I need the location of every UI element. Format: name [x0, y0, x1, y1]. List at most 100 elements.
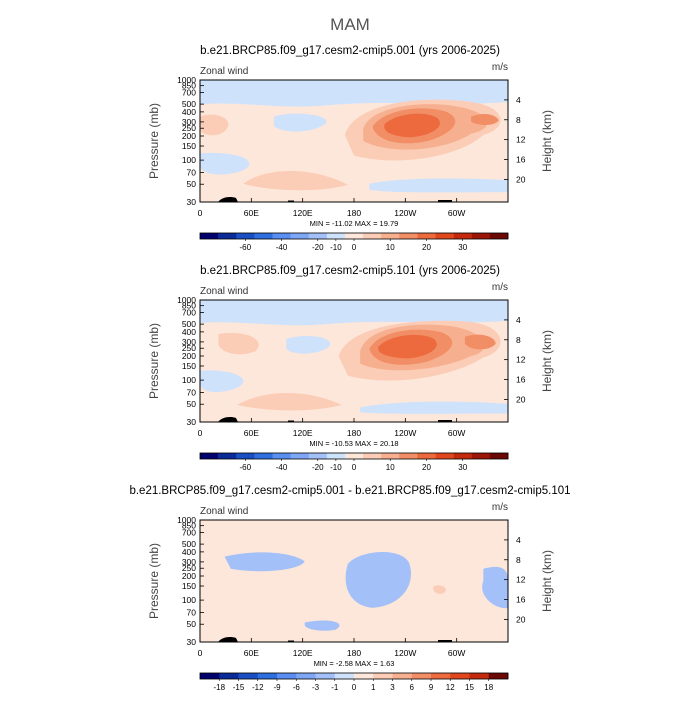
- y2-axis-title: Height (km): [540, 550, 554, 612]
- topography-land: [218, 637, 238, 642]
- colorbar-bin: [399, 453, 418, 459]
- colorbar-tick-label: -1: [331, 683, 339, 692]
- contour-region: [304, 620, 340, 631]
- x-tick-label: 120W: [394, 428, 416, 438]
- contour-field: [200, 520, 508, 642]
- colorbar-tick-label: -18: [213, 683, 225, 692]
- contour-region: [200, 370, 244, 393]
- y-tick-label: 100: [182, 595, 196, 605]
- colorbar-tick-label: 9: [429, 683, 434, 692]
- colorbar-bin: [238, 673, 259, 679]
- colorbar-tick-label: -40: [276, 463, 288, 472]
- colorbar-tick-label: -3: [312, 683, 320, 692]
- contour-region: [243, 171, 348, 191]
- x-tick-label: 120W: [394, 648, 416, 658]
- contour-region: [200, 114, 229, 136]
- colorbar-bin: [450, 673, 470, 679]
- y-tick-label: 300: [182, 117, 196, 127]
- y2-tick-label: 20: [516, 394, 526, 404]
- y2-axis-title: Height (km): [540, 330, 554, 392]
- panel-units-label: m/s: [492, 282, 508, 293]
- panel-title: b.e21.BRCP85.f09_g17.cesm2-cmip5.001 - b…: [129, 485, 570, 497]
- topography-land: [438, 640, 452, 642]
- contour-region: [482, 566, 508, 609]
- y-tick-label: 850: [182, 521, 196, 531]
- y2-tick-label: 8: [516, 115, 521, 125]
- y-tick-label: 50: [187, 619, 197, 629]
- contour-field: [200, 80, 508, 202]
- contour-region: [286, 336, 331, 354]
- colorbar-bin: [488, 673, 509, 679]
- colorbar-tick-label: -60: [240, 243, 252, 252]
- y-tick-label: 500: [182, 99, 196, 109]
- colorbar-bin: [277, 673, 297, 679]
- x-tick-label: 120E: [293, 208, 313, 218]
- colorbar-bin: [354, 673, 374, 679]
- y2-axis-title: Height (km): [540, 110, 554, 172]
- panel-title: b.e21.BRCP85.f09_g17.cesm2-cmip5.101 (yr…: [200, 265, 500, 277]
- colorbar-bin: [435, 233, 454, 239]
- x-tick-label: 0: [198, 208, 203, 218]
- colorbar-bin: [344, 453, 364, 459]
- y-tick-label: 150: [182, 361, 196, 371]
- y-tick-label: 200: [182, 571, 196, 581]
- colorbar-bin: [308, 233, 328, 239]
- y-tick-label: 1000: [177, 515, 196, 525]
- topography-land: [288, 200, 294, 202]
- panel-2: b.e21.BRCP85.f09_g17.cesm2-cmip5.101 (yr…: [147, 265, 554, 472]
- y-tick-label: 700: [182, 87, 196, 97]
- contour-region: [360, 401, 508, 414]
- y-axis-title: Pressure (mb): [147, 103, 161, 179]
- topography-land: [438, 420, 452, 422]
- colorbar-bin: [489, 453, 509, 459]
- topography-land: [438, 200, 452, 202]
- y-tick-label: 400: [182, 547, 196, 557]
- topography-land: [288, 420, 294, 422]
- colorbar-tick-label: -15: [233, 683, 245, 692]
- y2-tick-label: 16: [516, 595, 526, 605]
- colorbar-tick-label: -40: [276, 243, 288, 252]
- colorbar-tick-label: 1: [371, 683, 376, 692]
- colorbar-bin: [326, 453, 346, 459]
- colorbar-bin: [417, 453, 436, 459]
- panel-units-label: m/s: [492, 502, 508, 513]
- colorbar-bin: [471, 453, 491, 459]
- colorbar-tick-label: 0: [352, 243, 357, 252]
- contour-region: [200, 152, 250, 175]
- y-tick-label: 50: [187, 179, 197, 189]
- colorbar-bin: [200, 673, 220, 679]
- colorbar-bin: [373, 673, 393, 679]
- y-tick-label: 700: [182, 307, 196, 317]
- colorbar-tick-label: -6: [293, 683, 301, 692]
- contour-region: [369, 178, 508, 193]
- y-tick-label: 30: [187, 417, 197, 427]
- panel-units-label: m/s: [492, 62, 508, 73]
- y-tick-label: 250: [182, 123, 196, 133]
- colorbar-tick-label: 18: [484, 683, 493, 692]
- colorbar-bin: [392, 673, 413, 679]
- colorbar-tick-label: 0: [352, 463, 357, 472]
- y-tick-label: 50: [187, 399, 197, 409]
- x-tick-label: 120E: [293, 428, 313, 438]
- colorbar-tick-label: 3: [390, 683, 395, 692]
- y-tick-label: 250: [182, 563, 196, 573]
- contour-region: [236, 393, 342, 411]
- colorbar-tick-label: 10: [386, 243, 395, 252]
- y2-tick-label: 12: [516, 355, 526, 365]
- y-axis-title: Pressure (mb): [147, 323, 161, 399]
- y-tick-label: 300: [182, 557, 196, 567]
- colorbar-bin: [363, 453, 382, 459]
- contour-region: [384, 113, 440, 138]
- contour-region: [471, 114, 499, 126]
- topography-land: [288, 640, 294, 642]
- colorbar-bin: [308, 453, 328, 459]
- colorbar-bin: [257, 673, 278, 679]
- colorbar-bin: [296, 673, 316, 679]
- colorbar-bin: [417, 233, 436, 239]
- colorbar-tick-label: 30: [458, 463, 467, 472]
- colorbar-bin: [435, 453, 454, 459]
- colorbar-tick-label: 20: [422, 463, 431, 472]
- contour-region: [273, 113, 327, 132]
- y2-tick-label: 16: [516, 155, 526, 165]
- y2-tick-label: 16: [516, 375, 526, 385]
